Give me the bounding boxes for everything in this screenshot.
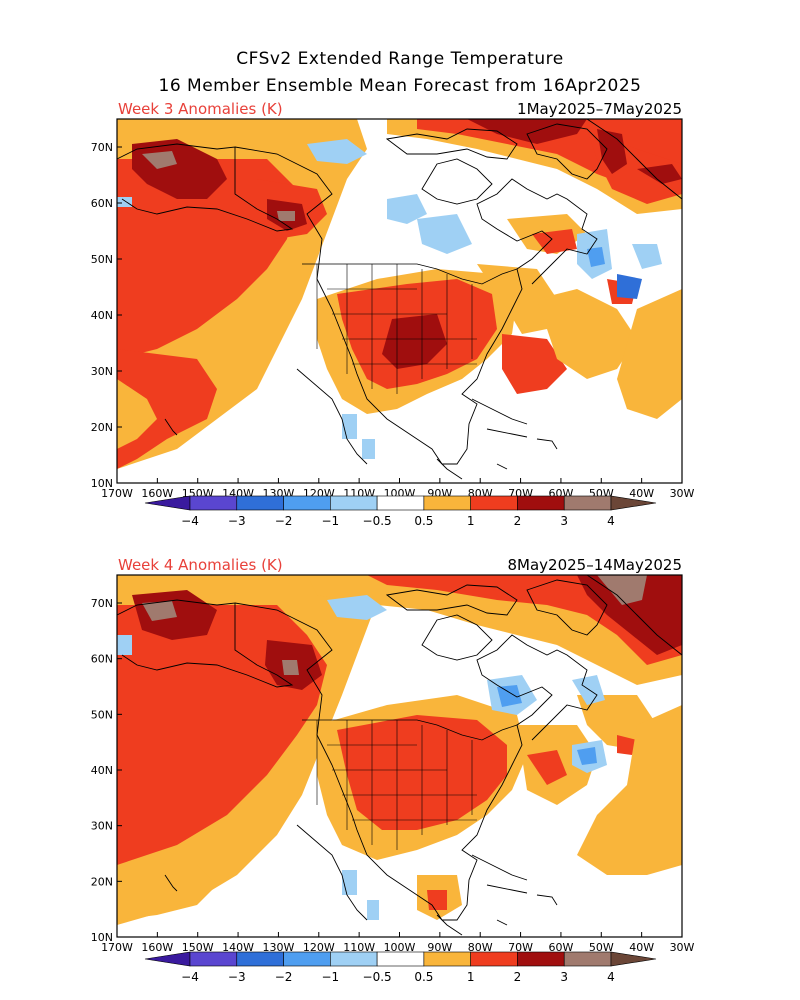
lon-tick-label: 60W [548,941,573,954]
lat-tick-label: 70N [91,141,113,154]
lat-tick-label: 50N [91,708,113,721]
lon-tick-label: 160W [141,487,173,500]
colorbar-swatch [189,951,238,967]
week3-map [117,119,682,483]
colorbar-swatch [189,495,238,511]
week4-map [117,575,682,937]
colorbar-swatch [283,951,331,967]
colorbar-label: 1 [467,970,475,984]
lon-tick-label: 90W [427,941,452,954]
lon-tick-label: 100W [384,941,416,954]
week3-date-range: 1May2025–7May2025 [517,100,682,118]
lat-tick-label: 40N [91,764,113,777]
colorbar-swatch [610,495,657,511]
lon-tick-label: 170W [101,941,133,954]
colorbars: −4 −3 −2 −1 −0.5 0.5 1 2 3 4 −4 −3 −2 −1 −0.5 0.5 1 2 3 4 [144,495,657,984]
colorbar-swatch [283,495,331,511]
colorbar-swatch [563,495,612,511]
colorbar-swatch [236,495,284,511]
lat-tick-label: 30N [91,820,113,833]
colorbar-swatch [144,951,191,967]
colorbar-label: −1 [321,514,339,528]
colorbar-label: −0.5 [363,514,392,528]
colorbar-swatch [610,951,657,967]
lon-tick-label: 80W [468,941,493,954]
lat-tick-label: 10N [91,477,113,490]
colorbar-label: 2 [514,514,522,528]
title-line-1: CFSv2 Extended Range Temperature [236,49,564,69]
week3-panel-label: Week 3 Anomalies (K) [118,100,283,118]
colorbar-label: −0.5 [363,970,392,984]
title-line-2: 16 Member Ensemble Mean Forecast from 16… [158,76,642,96]
lon-tick-label: 40W [629,941,654,954]
colorbar-label: −2 [275,514,293,528]
lon-tick-label: 150W [182,941,214,954]
colorbar-swatch [236,951,284,967]
colorbar-swatch [376,495,425,511]
colorbar: −4 −3 −2 −1 −0.5 0.5 1 2 3 4 [144,951,657,984]
lon-tick-label: 120W [303,941,335,954]
colorbar-label: −2 [275,970,293,984]
colorbar-swatch [423,951,471,967]
lat-tick-label: 10N [91,931,113,944]
colorbar-swatch [517,951,565,967]
lat-tick-label: 70N [91,597,113,610]
colorbar-swatch [470,495,518,511]
colorbar-swatch [563,951,612,967]
colorbar: −4 −3 −2 −1 −0.5 0.5 1 2 3 4 [144,495,657,528]
colorbar-label: 4 [607,970,615,984]
lat-tick-label: 20N [91,875,113,888]
lon-tick-label: 160W [141,941,173,954]
colorbar-swatch [423,495,471,511]
colorbar-label: 0.5 [414,514,433,528]
lon-tick-label: 140W [222,941,254,954]
lon-tick-label: 30W [670,941,695,954]
colorbar-label: −4 [181,514,199,528]
colorbar-label: 0.5 [414,970,433,984]
colorbar-label: 1 [467,514,475,528]
week4-panel-label: Week 4 Anomalies (K) [118,556,283,574]
colorbar-swatch [330,951,378,967]
lon-tick-label: 170W [101,487,133,500]
colorbar-label: 4 [607,514,615,528]
lat-tick-label: 30N [91,365,113,378]
colorbar-label: 3 [560,970,568,984]
lat-tick-label: 40N [91,309,113,322]
week4-date-range: 8May2025–14May2025 [507,556,683,574]
colorbar-label: −3 [228,970,246,984]
lon-tick-label: 50W [589,941,614,954]
lat-tick-label: 20N [91,421,113,434]
colorbar-swatch [376,951,425,967]
colorbar-label: 2 [514,970,522,984]
lat-tick-label: 50N [91,253,113,266]
colorbar-label: −1 [321,970,339,984]
colorbar-swatch [470,951,518,967]
colorbar-label: −3 [228,514,246,528]
lon-tick-label: 40W [629,487,654,500]
colorbar-label: 3 [560,514,568,528]
lon-tick-label: 30W [670,487,695,500]
lat-tick-label: 60N [91,197,113,210]
colorbar-swatch [517,495,565,511]
lon-tick-label: 130W [262,941,294,954]
lon-tick-label: 70W [508,941,533,954]
lat-tick-label: 60N [91,653,113,666]
lon-tick-label: 110W [343,941,375,954]
colorbar-label: −4 [181,970,199,984]
colorbar-swatch [330,495,378,511]
